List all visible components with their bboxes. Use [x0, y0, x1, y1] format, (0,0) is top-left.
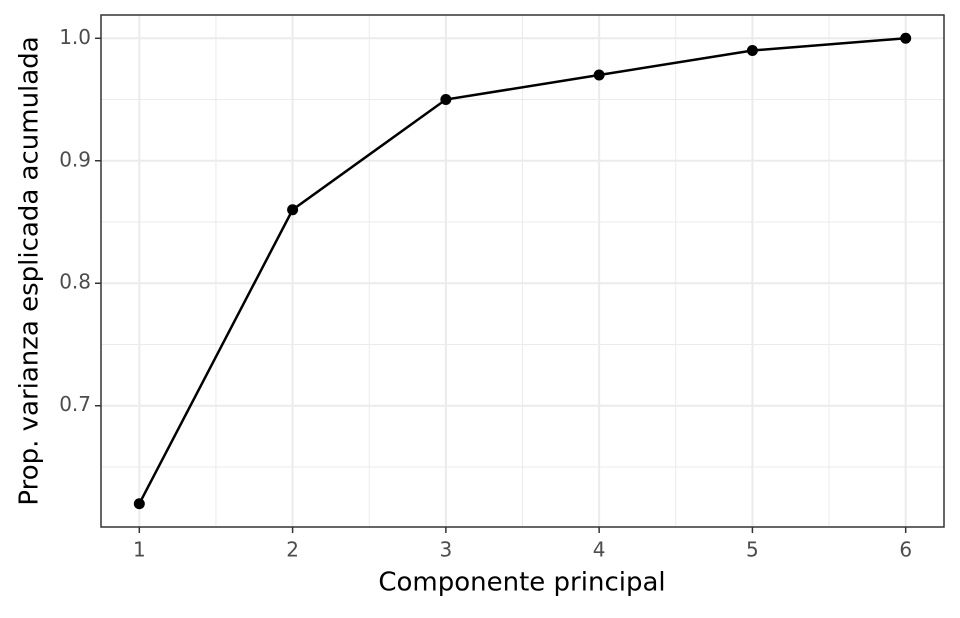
x-tick-label: 1: [133, 538, 146, 562]
x-tick-label: 2: [286, 538, 299, 562]
point: [593, 69, 605, 81]
panel-border: [100, 14, 945, 528]
y-tick-label: 1.0: [59, 25, 91, 49]
point: [746, 45, 758, 57]
point: [287, 204, 299, 216]
point: [440, 94, 452, 106]
line: [138, 37, 906, 505]
y-tick-label: 0.9: [59, 147, 91, 171]
y-tick-label: 0.8: [59, 270, 91, 294]
point: [900, 32, 912, 44]
y-axis-title: Prop. varianza esplicada acumulada: [15, 36, 45, 505]
x-axis-title: Componente principal: [378, 568, 665, 598]
point: [133, 498, 145, 510]
y-tick-label: 0.7: [59, 392, 91, 416]
x-tick-label: 3: [439, 538, 452, 562]
x-tick-label: 6: [899, 538, 912, 562]
x-tick-label: 5: [746, 538, 759, 562]
x-tick-label: 4: [593, 538, 606, 562]
